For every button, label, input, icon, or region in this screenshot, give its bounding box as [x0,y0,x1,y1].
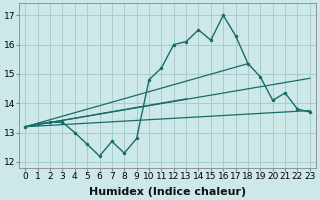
X-axis label: Humidex (Indice chaleur): Humidex (Indice chaleur) [89,187,246,197]
